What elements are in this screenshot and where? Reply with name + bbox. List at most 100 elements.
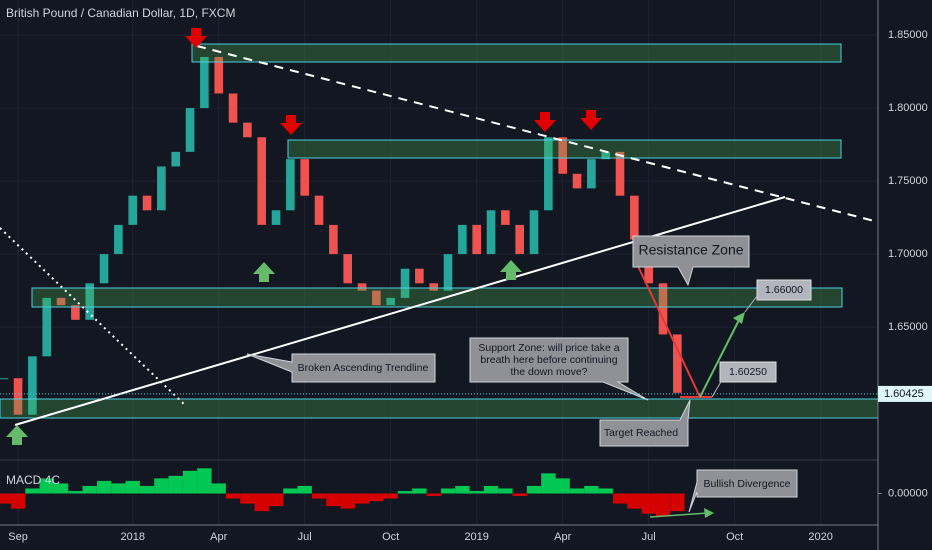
x-tick-label: 2019 bbox=[464, 531, 488, 543]
macd-bar bbox=[555, 478, 570, 494]
macd-bar bbox=[311, 493, 327, 499]
candle bbox=[443, 254, 453, 291]
divergence-line bbox=[649, 512, 709, 518]
candle bbox=[300, 159, 310, 196]
zone bbox=[287, 139, 842, 159]
candle bbox=[501, 210, 510, 225]
callout bbox=[246, 353, 436, 383]
macd-bar bbox=[225, 493, 241, 499]
candle bbox=[243, 122, 252, 138]
candle bbox=[200, 56, 209, 109]
callout bbox=[599, 399, 691, 447]
candle bbox=[343, 254, 353, 284]
zone bbox=[191, 43, 842, 63]
connector bbox=[744, 295, 758, 313]
zone bbox=[0, 398, 879, 419]
y-tick-label: 1.75000 bbox=[888, 175, 928, 187]
y-tick-label: 1.80000 bbox=[888, 102, 928, 114]
candle bbox=[13, 378, 23, 415]
trendline bbox=[14, 196, 786, 426]
macd-bar bbox=[125, 480, 140, 494]
x-tick-label: 2018 bbox=[120, 531, 144, 543]
macd-bar bbox=[469, 490, 484, 494]
macd-bar bbox=[641, 493, 656, 514]
candle bbox=[630, 195, 639, 240]
macd-bar bbox=[82, 485, 97, 494]
candle bbox=[128, 195, 138, 225]
macd-bar bbox=[584, 485, 599, 494]
macd-bar bbox=[182, 470, 198, 494]
candle bbox=[85, 283, 95, 320]
callout-text: Resistance Zone bbox=[638, 242, 743, 258]
macd-bar bbox=[369, 493, 384, 502]
candle bbox=[142, 195, 152, 211]
candle bbox=[157, 166, 166, 211]
macd-bar bbox=[254, 493, 269, 512]
callout-text: the down move? bbox=[510, 366, 587, 378]
candle bbox=[658, 283, 668, 335]
green-arrows bbox=[6, 260, 522, 445]
candle bbox=[271, 210, 281, 225]
macd-bar bbox=[283, 488, 298, 494]
macd-bar bbox=[569, 488, 585, 494]
candle bbox=[114, 224, 123, 255]
zone bbox=[31, 287, 843, 308]
candle bbox=[673, 334, 682, 393]
candle bbox=[486, 210, 496, 255]
candle bbox=[257, 137, 267, 225]
x-tick-label: Jul bbox=[642, 531, 656, 543]
x-tick-label: Apr bbox=[554, 531, 571, 543]
candle bbox=[458, 224, 467, 255]
candle bbox=[400, 268, 410, 298]
candle bbox=[42, 297, 52, 357]
chart-title: British Pound / Canadian Dollar, 1D, FXC… bbox=[6, 6, 235, 20]
candle bbox=[587, 159, 596, 189]
candle bbox=[615, 151, 625, 196]
callout-text: Target Reached bbox=[604, 427, 678, 439]
candle bbox=[286, 159, 295, 211]
arrow-head bbox=[733, 312, 745, 324]
macd-bar bbox=[240, 493, 255, 504]
drawings: Resistance Zone 1.66000 1.60250 Support … bbox=[0, 28, 879, 518]
callout bbox=[756, 279, 812, 301]
candle bbox=[572, 173, 582, 189]
macd-bar bbox=[111, 483, 126, 494]
candle bbox=[99, 254, 109, 284]
arrow-head bbox=[704, 508, 714, 518]
candle bbox=[601, 151, 610, 160]
macd-bar bbox=[526, 485, 542, 494]
macd-bar bbox=[139, 485, 155, 494]
callout bbox=[688, 469, 798, 513]
candle bbox=[28, 356, 37, 415]
x-tick-label: Jul bbox=[298, 531, 312, 543]
macd-bar bbox=[154, 478, 169, 494]
candle bbox=[372, 290, 381, 306]
x-tick-label: Apr bbox=[210, 531, 227, 543]
candle bbox=[415, 268, 424, 284]
macd-bar bbox=[0, 493, 11, 504]
x-tick-label: Oct bbox=[382, 531, 399, 543]
callout-text: Broken Ascending Trendline bbox=[298, 362, 429, 374]
candle bbox=[0, 378, 9, 380]
macd-bar bbox=[10, 493, 26, 509]
macd-bar bbox=[268, 493, 284, 507]
candle bbox=[185, 108, 195, 152]
macd-bar bbox=[68, 490, 83, 494]
macd-bar bbox=[297, 485, 312, 494]
macd-bar bbox=[383, 493, 398, 499]
candle bbox=[228, 93, 238, 123]
connector bbox=[711, 379, 723, 398]
macd-bar bbox=[412, 488, 427, 494]
macd-bar bbox=[397, 490, 413, 494]
y-tick-label: 1.85000 bbox=[888, 29, 928, 41]
callout bbox=[469, 337, 649, 401]
candle bbox=[544, 137, 553, 211]
macd-bar bbox=[53, 483, 69, 494]
x-tick-label: Sep bbox=[8, 531, 28, 543]
macd-bar bbox=[340, 493, 355, 509]
candle bbox=[429, 283, 438, 291]
macd-bar bbox=[25, 488, 40, 494]
candle bbox=[515, 224, 524, 255]
